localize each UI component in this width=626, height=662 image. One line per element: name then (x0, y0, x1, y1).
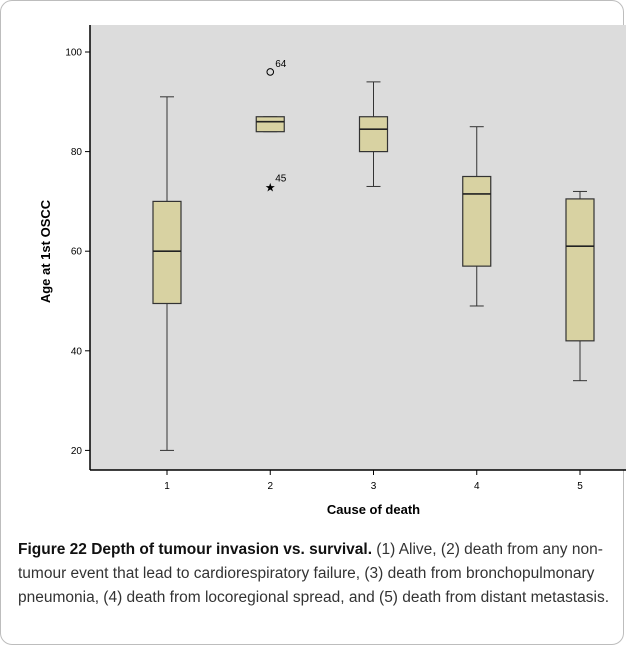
caption-body: (1) Alive, (2) death from any non-tumour… (18, 541, 610, 606)
outlier-star-marker: ★ (265, 180, 276, 194)
x-tick-label: 1 (164, 481, 170, 492)
outlier-points: 64 ★45 (265, 59, 287, 195)
x-tick-label: 5 (577, 481, 583, 492)
x-axis-ticks: 1 2 3 4 5 (164, 470, 583, 492)
y-tick-label: 20 (71, 446, 83, 457)
box-category-1 (152, 96, 182, 451)
y-tick-label: 80 (71, 147, 83, 158)
x-axis-title: Cause of death (327, 502, 420, 517)
y-tick-label: 40 (71, 346, 83, 357)
outlier-label: 45 (275, 173, 287, 184)
outlier-label: 64 (275, 59, 287, 70)
y-axis-ticks: 20 40 60 80 100 (65, 48, 90, 457)
iqr-box (565, 198, 595, 342)
y-axis-title: Age at 1st OSCC (38, 199, 53, 303)
caption-title: Figure 22 Depth of tumour invasion vs. s… (18, 541, 372, 558)
iqr-box (152, 200, 182, 305)
iqr-box (462, 175, 492, 267)
box-category-2 (255, 116, 285, 133)
box-series (152, 81, 595, 451)
outlier-circle-marker (266, 68, 275, 76)
box-category-5 (565, 190, 595, 382)
x-tick-label: 2 (267, 481, 273, 492)
y-tick-label: 100 (65, 48, 82, 59)
box-category-4 (462, 126, 492, 307)
iqr-box (255, 116, 285, 133)
y-tick-label: 60 (71, 247, 83, 258)
x-tick-label: 3 (371, 481, 377, 492)
x-tick-label: 4 (474, 481, 480, 492)
figure-caption: Figure 22 Depth of tumour invasion vs. s… (18, 538, 613, 610)
box-category-3 (358, 81, 389, 187)
iqr-box (358, 116, 389, 153)
